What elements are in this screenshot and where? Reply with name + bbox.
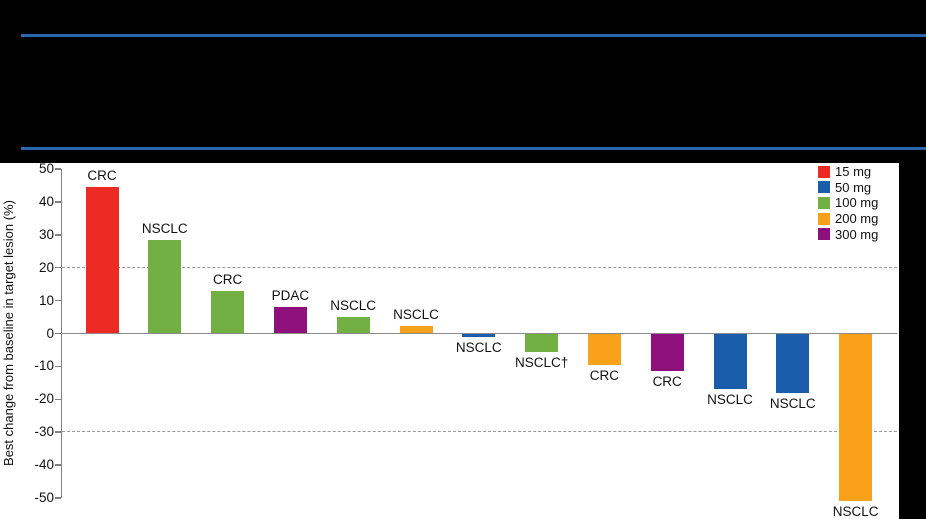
- bar: [776, 333, 810, 393]
- y-tick-label: -50: [34, 490, 54, 505]
- y-tick-label: -40: [34, 457, 54, 473]
- y-axis-line: [60, 169, 62, 498]
- legend-swatch: [818, 165, 830, 178]
- bar-label: NSCLC: [141, 220, 188, 236]
- bar-label: NSCLC: [393, 306, 439, 322]
- legend-row: 50 mg: [818, 180, 878, 196]
- legend-label: 50 mg: [835, 179, 872, 195]
- y-tick: [54, 266, 61, 269]
- legend-label: 200 mg: [835, 211, 879, 227]
- y-tick-label: 40: [38, 193, 54, 209]
- header-rule-bottom: [21, 147, 926, 150]
- bar: [839, 333, 873, 502]
- bar-label: NSCLC†: [514, 354, 569, 370]
- y-tick-label: -30: [34, 424, 54, 440]
- y-tick: [54, 299, 61, 302]
- reference-gridline: [62, 266, 897, 268]
- y-tick: [54, 497, 61, 499]
- y-tick-label: 10: [38, 292, 54, 308]
- legend-label: 100 mg: [835, 195, 879, 211]
- bar-label: NSCLC: [832, 504, 879, 519]
- legend-swatch: [818, 196, 830, 209]
- y-tick-label: 30: [38, 226, 54, 242]
- y-tick-label: 20: [38, 259, 54, 275]
- legend-swatch: [818, 212, 830, 225]
- y-tick: [54, 234, 61, 236]
- bar-label: NSCLC: [330, 298, 377, 314]
- y-tick: [54, 365, 61, 368]
- y-tick-label: 0: [46, 325, 54, 341]
- reference-gridline: [62, 431, 897, 433]
- y-tick: [54, 332, 61, 335]
- bar-label: CRC: [87, 168, 117, 184]
- legend-swatch: [818, 228, 830, 241]
- y-tick: [54, 168, 61, 170]
- bar: [462, 333, 496, 337]
- legend-row: 100 mg: [818, 195, 878, 211]
- bar: [148, 239, 182, 334]
- legend-row: 300 mg: [818, 226, 878, 242]
- y-tick-label: -20: [34, 391, 54, 407]
- y-tick-label: -10: [34, 358, 54, 374]
- bar: [399, 325, 433, 334]
- bar: [713, 333, 747, 390]
- header-rule-top: [21, 34, 926, 37]
- bar-label: NSCLC: [455, 339, 502, 355]
- chart-panel: Best change from baseline in target lesi…: [0, 161, 899, 519]
- legend-row: 200 mg: [818, 211, 878, 227]
- y-tick: [54, 431, 61, 433]
- bar: [650, 333, 684, 372]
- legend-label: 15 mg: [835, 164, 872, 180]
- bar: [273, 307, 307, 334]
- bar: [587, 333, 621, 365]
- bar-label: CRC: [652, 374, 682, 390]
- bar: [336, 317, 370, 334]
- bar-label: PDAC: [271, 288, 310, 304]
- y-tick: [54, 201, 61, 203]
- bar-label: CRC: [589, 367, 620, 383]
- y-tick-label: 50: [38, 161, 54, 176]
- legend-label: 300 mg: [835, 226, 879, 242]
- y-tick: [54, 398, 61, 401]
- bar: [85, 187, 119, 334]
- bar: [211, 290, 245, 334]
- bar-label: NSCLC: [707, 392, 753, 408]
- bar-label: CRC: [212, 271, 243, 287]
- y-tick: [54, 464, 61, 466]
- bar-label: NSCLC: [769, 395, 816, 411]
- bar: [525, 333, 559, 352]
- legend-swatch: [818, 181, 830, 194]
- legend-row: 15 mg: [818, 164, 878, 180]
- legend: 15 mg 50 mg 100 mg 200 mg 300 mg: [818, 164, 878, 242]
